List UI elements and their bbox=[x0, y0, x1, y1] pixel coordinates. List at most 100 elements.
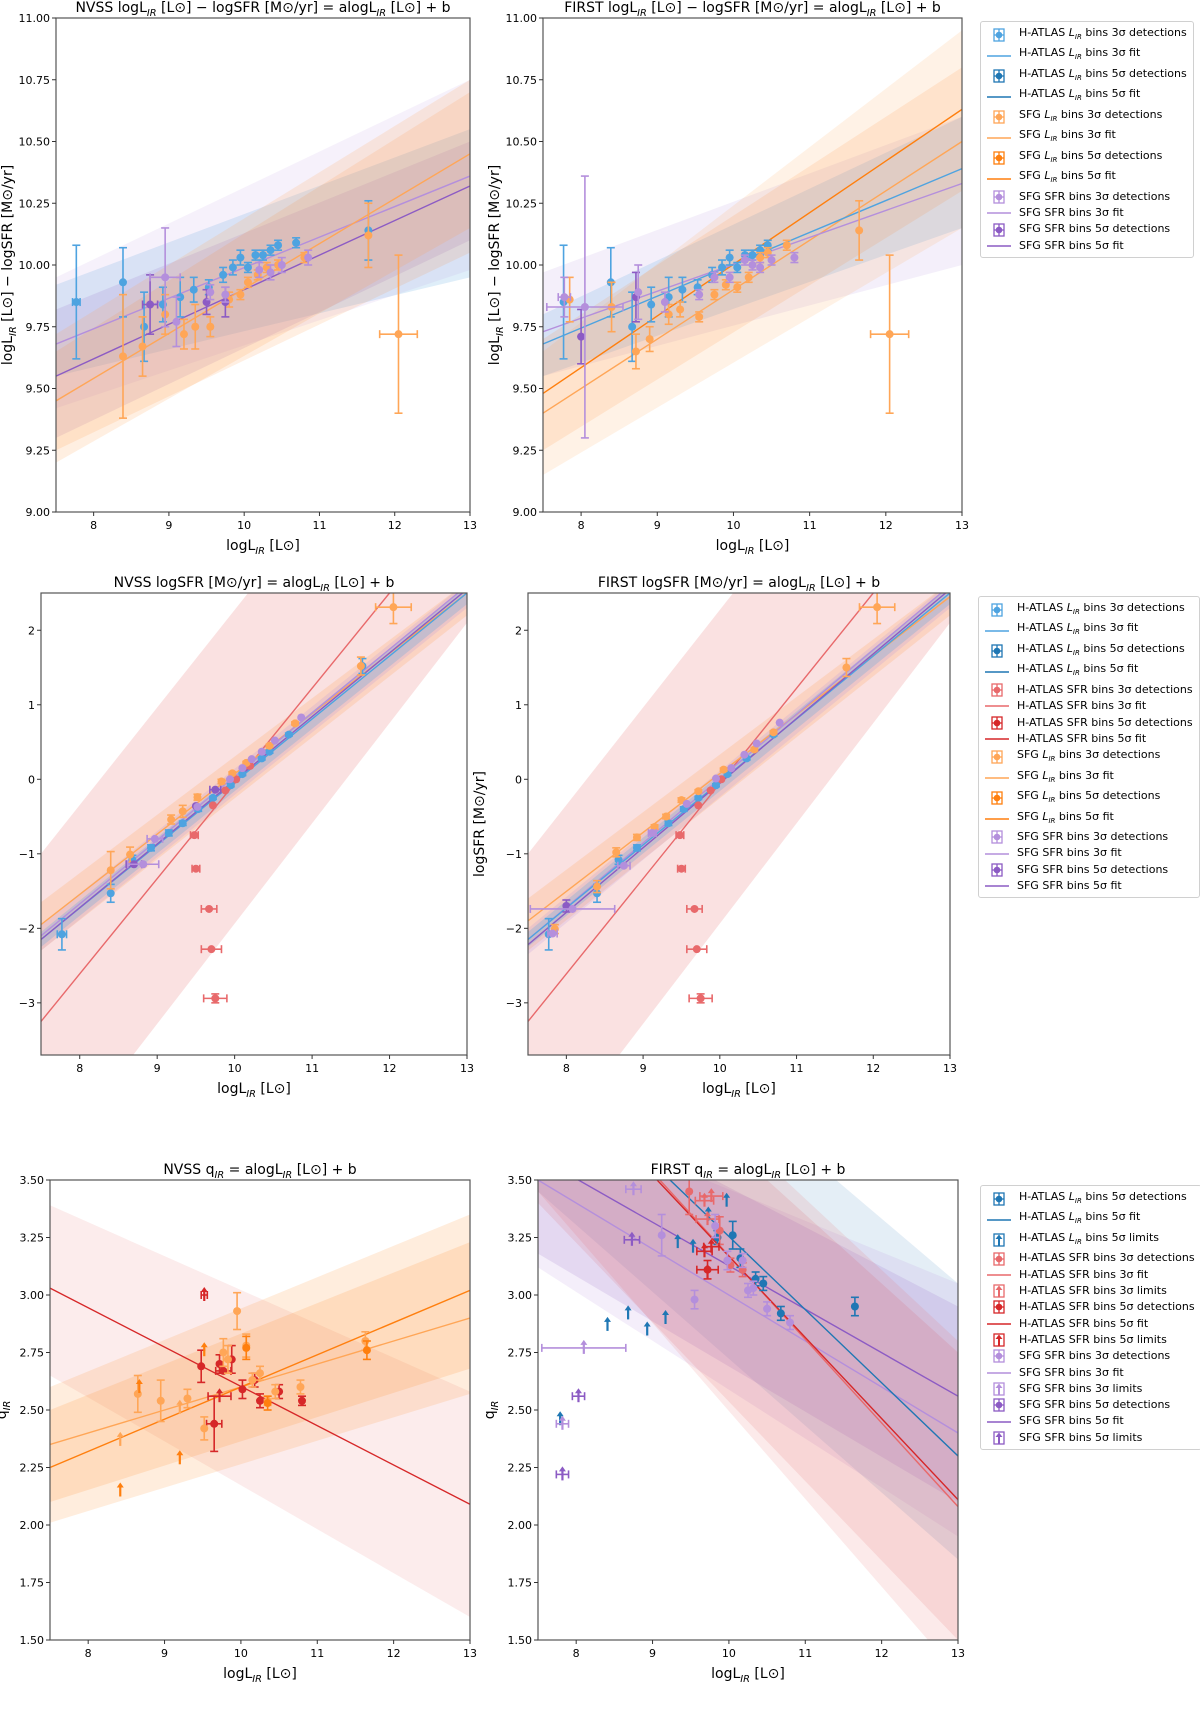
data-point-sfg_sfr_3 bbox=[616, 861, 631, 870]
data-point-sfg_lir_3 bbox=[842, 657, 851, 678]
confidence-band-sfg_lir_3 bbox=[528, 593, 950, 951]
y-tick-label: 9.50 bbox=[26, 383, 51, 396]
legend-item: SFG LIR bins 3σ fit bbox=[985, 127, 1187, 147]
marker bbox=[740, 750, 749, 759]
legend-item: SFG LIR bins 3σ detections bbox=[985, 107, 1187, 127]
legend-item: H-ATLAS LIR bins 5σ detections bbox=[985, 66, 1187, 86]
line-swatch-icon bbox=[983, 879, 1011, 893]
legend-label: SFG LIR bins 5σ fit bbox=[1017, 809, 1114, 825]
marker bbox=[266, 246, 275, 255]
legend-item: H-ATLAS LIR bins 5σ fit bbox=[985, 86, 1187, 106]
legend-item: SFG LIR bins 5σ fit bbox=[985, 168, 1187, 188]
data-point-sfg_lir_3 bbox=[223, 1344, 232, 1374]
x-tick-label: 8 bbox=[563, 1062, 570, 1075]
confidence-band-sfg_sfr_3 bbox=[528, 593, 950, 955]
legend-label: H-ATLAS LIR bins 3σ detections bbox=[1017, 601, 1185, 617]
marker bbox=[259, 251, 267, 260]
data-point-sfg_sfr_3 bbox=[763, 1301, 772, 1317]
data-point-hatlas_lir_3 bbox=[208, 793, 217, 802]
errorbar-marker-icon bbox=[985, 110, 1013, 124]
limit-marker-hatlas_lir_5 bbox=[689, 1238, 697, 1253]
legend-label: SFG SFR bins 5σ fit bbox=[1019, 238, 1124, 252]
y-tick-label: 0 bbox=[28, 773, 35, 786]
data-point-sfg_sfr_3 bbox=[738, 1252, 747, 1269]
marker bbox=[200, 1424, 209, 1433]
marker bbox=[193, 802, 202, 811]
y-tick-label: 2.25 bbox=[20, 1462, 45, 1475]
data-point-hatlas_sfr_3 bbox=[685, 1180, 694, 1216]
data-point-sfg_lir_3 bbox=[858, 593, 896, 625]
data-point-hatlas_lir_3 bbox=[219, 266, 228, 284]
legend-label: H-ATLAS SFR bins 5σ detections bbox=[1019, 1300, 1195, 1314]
x-tick-label: 9 bbox=[640, 1062, 647, 1075]
data-point-hatlas_sfr_3 bbox=[686, 945, 708, 954]
data-point-sfg_lir_3 bbox=[710, 288, 719, 301]
marker bbox=[271, 1387, 280, 1396]
legend-label: SFG LIR bins 3σ fit bbox=[1017, 768, 1114, 784]
marker bbox=[297, 713, 306, 722]
data-point-sfg_sfr_3 bbox=[660, 291, 669, 313]
legend-item: SFG SFR bins 3σ fit bbox=[985, 1365, 1195, 1381]
marker bbox=[593, 882, 602, 891]
marker bbox=[236, 253, 245, 262]
data-point-sfg_lir_3 bbox=[138, 316, 147, 377]
marker bbox=[156, 1396, 165, 1405]
fit-line-hatlas_sfr_5 bbox=[656, 1180, 958, 1501]
data-point-sfg_lir_3 bbox=[217, 777, 226, 786]
y-tick-label: 9.50 bbox=[513, 383, 538, 396]
marker bbox=[694, 801, 703, 810]
x-tick-label: 9 bbox=[654, 519, 661, 532]
data-point-sfg_sfr_3 bbox=[740, 254, 749, 266]
confidence-band-sfg_sfr_3 bbox=[56, 79, 470, 409]
arrow-up-icon bbox=[200, 1287, 208, 1292]
marker bbox=[748, 261, 757, 269]
marker bbox=[211, 994, 220, 1003]
marker bbox=[775, 718, 784, 727]
arrow-up-icon bbox=[556, 1411, 564, 1417]
y-tick-label: 3.50 bbox=[20, 1174, 45, 1187]
data-point-sfg_lir_3 bbox=[733, 281, 742, 293]
errorbar-marker-icon bbox=[983, 716, 1011, 730]
limit-marker-sfg_lir_5 bbox=[135, 1379, 143, 1393]
marker bbox=[696, 994, 705, 1003]
data-point-sfg_sfr_3 bbox=[682, 799, 691, 808]
line-swatch-icon bbox=[985, 1317, 1013, 1331]
data-point-hatlas_sfr_3 bbox=[202, 993, 228, 1004]
data-point-sfg_sfr_3 bbox=[547, 929, 558, 938]
x-tick-label: 9 bbox=[649, 1647, 656, 1660]
x-tick-label: 12 bbox=[387, 1647, 401, 1660]
arrow-up-icon bbox=[116, 1482, 124, 1488]
x-tick-label: 11 bbox=[310, 1647, 324, 1660]
data-point-sfg_lir_3 bbox=[179, 318, 188, 350]
y-tick-label: 3.00 bbox=[20, 1289, 45, 1302]
y-tick-label: 10.50 bbox=[506, 136, 538, 149]
data-point-sfg_sfr_3 bbox=[546, 175, 624, 439]
marker bbox=[238, 764, 247, 773]
marker bbox=[885, 330, 894, 339]
marker bbox=[389, 603, 398, 612]
data-point-sfg_sfr_3 bbox=[529, 904, 616, 913]
y-tick-label: −2 bbox=[19, 922, 35, 935]
marker bbox=[710, 273, 719, 282]
marker bbox=[725, 253, 734, 262]
chart-panel-first_ratio: 8 9 10 11 12 13 9.00 9.25 9.50 9.75 10.00 10.25 10.5… bbox=[487, 0, 969, 557]
limit-marker-sfg_lir_3 bbox=[116, 1431, 124, 1446]
marker bbox=[118, 352, 127, 361]
confidence-band-hatlas_lir_3 bbox=[528, 593, 950, 947]
marker bbox=[138, 342, 147, 351]
x-tick-label: 10 bbox=[713, 1062, 727, 1075]
limit-marker-hatlas_lir_5 bbox=[603, 1316, 611, 1331]
marker bbox=[711, 781, 720, 790]
plot-area bbox=[543, 30, 962, 475]
x-tick-label: 12 bbox=[866, 1062, 880, 1075]
plot-area bbox=[528, 593, 950, 1055]
data-point-hatlas_lir_3 bbox=[226, 781, 235, 790]
marker bbox=[183, 1394, 192, 1403]
y-axis-label: qIR bbox=[482, 1401, 501, 1420]
line-swatch-icon bbox=[985, 239, 1013, 253]
legend-item: H-ATLAS LIR bins 3σ detections bbox=[985, 25, 1187, 45]
legend-item: SFG SFR bins 3σ detections bbox=[985, 1348, 1195, 1364]
legend-middle: H-ATLAS LIR bins 3σ detections H-ATLAS LI… bbox=[978, 596, 1200, 899]
marker bbox=[725, 273, 734, 282]
y-tick-label: 2 bbox=[28, 624, 35, 637]
